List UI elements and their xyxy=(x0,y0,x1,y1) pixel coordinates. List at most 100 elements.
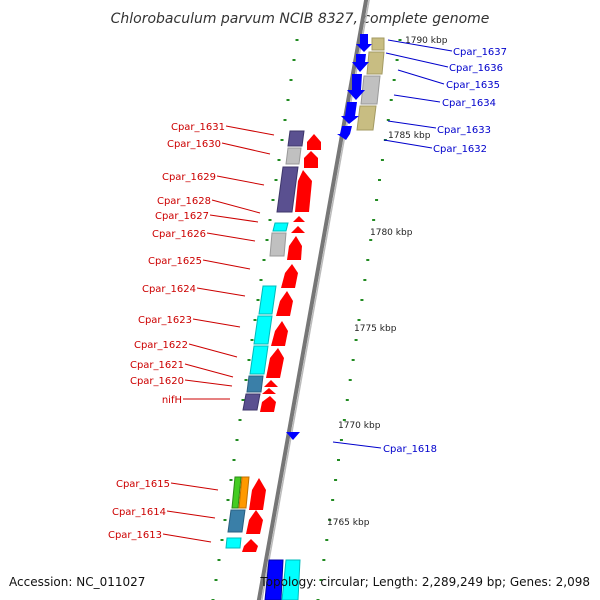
gene-label-cpar-1627[interactable]: Cpar_1627 xyxy=(155,211,209,222)
gene-arrow-cpar-1625 xyxy=(281,264,298,288)
gene-arrow-cpar-1624 xyxy=(276,291,293,316)
map-title: Chlorobaculum parvum NCIB 8327, complete… xyxy=(111,11,490,27)
gene-arrow-cpar-1636 xyxy=(352,54,369,72)
gene-arrow-cpar-1623 xyxy=(271,321,288,346)
genome-backbone-highlight xyxy=(261,0,370,600)
gene-label-cpar-1632[interactable]: Cpar_1632 xyxy=(433,144,487,155)
gene-arrow-cpar-1622 xyxy=(266,348,284,378)
leader-cpar-1614 xyxy=(166,510,216,519)
leader-cpar-1632 xyxy=(383,139,433,149)
ruler-label-1765: 1765 kbp xyxy=(327,518,370,528)
ruler-label-1775: 1775 kbp xyxy=(354,324,397,334)
gene-box-cpar-1637 xyxy=(371,37,385,51)
gene-arrow-cpar-1621 xyxy=(264,380,278,387)
leader-cpar-1621 xyxy=(184,363,234,378)
leader-cpar-1626 xyxy=(206,232,256,242)
leader-cpar-1637 xyxy=(387,39,453,52)
leader-cpar-1636 xyxy=(385,52,449,68)
label-leader-lines xyxy=(162,39,453,543)
gene-arrow-cpar-1628 xyxy=(293,216,305,222)
gene-label-cpar-1624[interactable]: Cpar_1624 xyxy=(142,284,196,295)
accession-text: Accession: NC_011027 xyxy=(9,575,145,589)
gene-label-cpar-1635[interactable]: Cpar_1635 xyxy=(446,80,500,91)
ruler-label-1770: 1770 kbp xyxy=(338,421,381,431)
gene-label-cpar-1618[interactable]: Cpar_1618 xyxy=(383,444,437,455)
gene-label-cpar-1634[interactable]: Cpar_1634 xyxy=(442,98,496,109)
gene-box-bottom-1 xyxy=(264,559,284,600)
gene-label-cpar-1629[interactable]: Cpar_1629 xyxy=(162,172,216,183)
leader-cpar-1634 xyxy=(393,94,441,103)
leader-cpar-1613 xyxy=(162,533,212,543)
leader-cpar-1627 xyxy=(209,214,259,223)
gene-arrow-cpar-1629 xyxy=(295,170,312,212)
gene-arrow-nifh xyxy=(260,396,276,412)
gene-box-cpar-1627 xyxy=(272,222,289,232)
ruler-label-1790: 1790 kbp xyxy=(405,36,448,46)
gene-label-cpar-1621[interactable]: Cpar_1621 xyxy=(130,360,184,371)
gene-box-cpar-1629 xyxy=(276,166,299,213)
gene-label-cpar-1628[interactable]: Cpar_1628 xyxy=(157,196,211,207)
gene-arrow-cpar-1615 xyxy=(249,478,266,510)
gene-box-cpar-1630 xyxy=(285,147,302,165)
leader-cpar-1629 xyxy=(216,175,265,186)
gene-box-cpar-1636 xyxy=(366,51,385,75)
gene-arrow-cpar-1626 xyxy=(287,236,302,260)
gene-arrow-cpar-1630 xyxy=(304,151,318,168)
leader-cpar-1622 xyxy=(188,343,238,358)
gene-box-nifh xyxy=(242,393,261,411)
ruler-ticks xyxy=(211,39,402,600)
gene-box-bottom-2 xyxy=(281,559,301,600)
leader-cpar-1630 xyxy=(221,142,271,155)
gene-box-cpar-1615a xyxy=(231,476,242,509)
gene-arrow-cpar-1627 xyxy=(291,226,305,233)
gene-box-cpar-1613 xyxy=(225,537,242,549)
gene-arrow-cpar-1620 xyxy=(262,388,276,394)
ruler-label-1780: 1780 kbp xyxy=(370,228,413,238)
leader-cpar-1635 xyxy=(397,69,445,85)
leader-cpar-1618 xyxy=(332,441,382,449)
gene-label-cpar-1614[interactable]: Cpar_1614 xyxy=(112,507,166,518)
gene-box-cpar-1614 xyxy=(227,509,246,533)
gene-label-cpar-1622[interactable]: Cpar_1622 xyxy=(134,340,188,351)
gene-box-cpar-1624 xyxy=(258,285,277,315)
leader-cpar-1631 xyxy=(225,125,275,136)
gene-arrow-cpar-1631 xyxy=(307,134,321,150)
gene-box-cpar-1626 xyxy=(269,232,287,257)
gene-feature-boxes xyxy=(225,37,385,600)
gene-arrow-cpar-1633 xyxy=(337,126,352,140)
genome-summary-text: Topology: circular; Length: 2,289,249 bp… xyxy=(259,575,590,589)
gene-arrows xyxy=(242,34,372,552)
gene-label-cpar-1633[interactable]: Cpar_1633 xyxy=(437,125,491,136)
gene-arrow-cpar-1614 xyxy=(246,510,263,534)
gene-box-cpar-1633 xyxy=(356,105,377,131)
gene-arrow-cpar-1613 xyxy=(242,539,258,552)
gene-arrow-cpar-1637 xyxy=(356,34,372,52)
gene-arrow-cpar-1634 xyxy=(341,102,359,124)
gene-label-cpar-1631[interactable]: Cpar_1631 xyxy=(171,122,225,133)
gene-box-cpar-1634 xyxy=(360,75,381,105)
gene-box-cpar-1621 xyxy=(246,375,264,393)
gene-label-cpar-1623[interactable]: Cpar_1623 xyxy=(138,315,192,326)
leader-cpar-1633 xyxy=(387,120,437,129)
leader-cpar-1623 xyxy=(192,318,241,328)
gene-label-cpar-1630[interactable]: Cpar_1630 xyxy=(167,139,221,150)
gene-label-cpar-1613[interactable]: Cpar_1613 xyxy=(108,530,162,541)
gene-label-nifh[interactable]: nifH xyxy=(162,395,182,406)
gene-arrow-cpar-1618 xyxy=(286,432,300,440)
leader-cpar-1625 xyxy=(202,259,251,270)
gene-labels: Cpar_1637 Cpar_1636 Cpar_1635 Cpar_1634 Cpar… xyxy=(108,47,507,541)
leader-cpar-1620 xyxy=(184,379,233,387)
gene-label-cpar-1615[interactable]: Cpar_1615 xyxy=(116,479,170,490)
gene-label-cpar-1626[interactable]: Cpar_1626 xyxy=(152,229,206,240)
gene-label-cpar-1620[interactable]: Cpar_1620 xyxy=(130,376,184,387)
genome-backbone xyxy=(256,0,369,600)
gene-arrow-cpar-1635 xyxy=(347,74,365,100)
leader-cpar-1624 xyxy=(196,287,246,297)
gene-label-cpar-1636[interactable]: Cpar_1636 xyxy=(449,63,503,74)
gene-box-cpar-1631 xyxy=(287,130,305,147)
gene-label-cpar-1637[interactable]: Cpar_1637 xyxy=(453,47,507,58)
gene-label-cpar-1625[interactable]: Cpar_1625 xyxy=(148,256,202,267)
ruler-label-1785: 1785 kbp xyxy=(388,131,431,141)
